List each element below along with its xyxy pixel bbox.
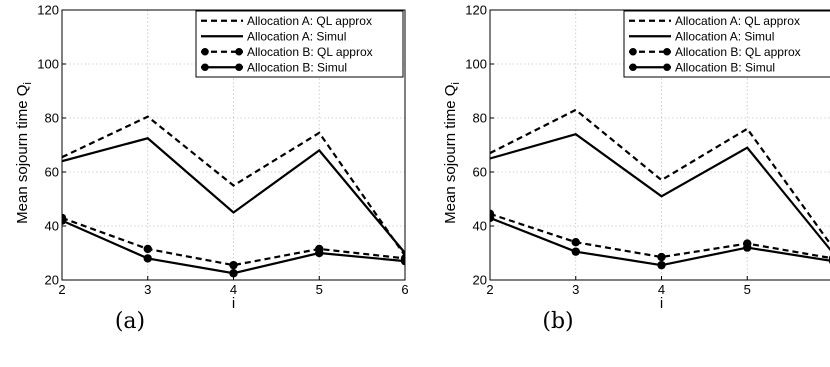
series-line-3 xyxy=(490,212,830,259)
legend-entry-4: Allocation B: Simul xyxy=(247,61,347,75)
legend-marker-3 xyxy=(201,47,209,56)
data-point-series-4 xyxy=(143,254,152,263)
y-tick-label: 120 xyxy=(465,3,487,18)
x-tick-label: 3 xyxy=(144,282,151,297)
legend-box xyxy=(195,10,404,78)
series-line-1 xyxy=(62,115,405,257)
y-axis-label: Mean sojourn time Qi xyxy=(442,82,462,224)
series-group xyxy=(490,108,830,270)
y-tick-label: 60 xyxy=(45,165,59,180)
data-point-series-4 xyxy=(229,269,238,278)
x-tick-label: 3 xyxy=(572,282,579,297)
panel-caption: (b) xyxy=(542,309,573,334)
legend: Allocation A: QL approx Allocation A: Sim… xyxy=(623,10,830,78)
data-point-series-4 xyxy=(571,247,580,256)
legend-marker-4 xyxy=(201,63,209,72)
x-tick-label: 5 xyxy=(316,282,323,297)
y-tick-label: 80 xyxy=(473,111,487,126)
data-point-series-3 xyxy=(229,260,238,270)
y-axis-label-subscript: i xyxy=(450,82,462,84)
y-tick-label: 100 xyxy=(465,57,487,72)
data-point-series-3 xyxy=(143,244,152,254)
x-tick-label: 4 xyxy=(658,282,665,297)
data-point-series-4 xyxy=(657,260,666,270)
y-tick-label: 60 xyxy=(473,165,487,180)
legend-marker-4 xyxy=(663,63,671,72)
x-tick-label: 2 xyxy=(58,282,65,297)
y-axis-label-main: Mean sojourn time Q xyxy=(14,85,31,224)
series-line-2 xyxy=(490,132,830,252)
legend-entry-3: Allocation B: QL approx xyxy=(247,45,373,59)
legend-marker-3 xyxy=(235,47,243,56)
x-axis-label: i xyxy=(232,295,235,312)
x-tick-label: 5 xyxy=(744,282,751,297)
panel-caption: (a) xyxy=(115,309,145,334)
legend-entry-1: Allocation A: QL approx xyxy=(247,14,372,28)
data-point-series-3 xyxy=(571,238,580,247)
series-line-1 xyxy=(490,108,830,246)
data-point-series-4 xyxy=(315,248,324,258)
y-axis-label: Mean sojourn time Qi xyxy=(14,82,34,224)
legend-entry-2: Allocation A: Simul xyxy=(675,30,774,44)
legend: Allocation A: QL approx Allocation A: Sim… xyxy=(195,10,404,78)
series-line-2 xyxy=(62,137,405,254)
series-line-3 xyxy=(62,216,405,267)
x-tick-label: 2 xyxy=(486,282,493,297)
y-tick-label: 100 xyxy=(37,57,59,72)
legend-entry-4: Allocation B: Simul xyxy=(675,61,775,75)
legend-box xyxy=(623,10,830,78)
y-axis-label-subscript: i xyxy=(22,82,34,84)
legend-marker-3 xyxy=(663,47,671,56)
x-tick-label: 4 xyxy=(230,282,237,297)
legend-entry-1: Allocation A: QL approx xyxy=(675,14,800,28)
x-axis-label: i xyxy=(660,295,663,312)
legend-marker-4 xyxy=(235,63,243,72)
data-point-series-4 xyxy=(62,216,67,225)
legend-marker-4 xyxy=(629,63,637,72)
y-tick-label: 80 xyxy=(45,111,59,126)
y-axis-label-main: Mean sojourn time Q xyxy=(442,85,459,224)
y-tick-label: 20 xyxy=(473,273,487,288)
series-group xyxy=(62,115,405,278)
data-point-series-4 xyxy=(400,256,405,266)
y-tick-label: 120 xyxy=(37,3,59,18)
x-tick-label: 6 xyxy=(401,282,408,297)
legend-entry-3: Allocation B: QL approx xyxy=(675,45,801,59)
data-point-series-4 xyxy=(743,243,752,252)
y-tick-label: 20 xyxy=(45,273,59,288)
data-point-series-3 xyxy=(657,252,666,262)
y-tick-label: 40 xyxy=(45,219,59,234)
legend-marker-3 xyxy=(629,47,637,56)
y-tick-label: 40 xyxy=(473,219,487,234)
data-point-series-4 xyxy=(490,213,495,223)
legend-entry-2: Allocation A: Simul xyxy=(247,30,346,44)
